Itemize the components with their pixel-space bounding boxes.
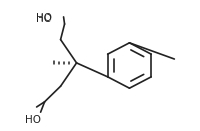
- Text: HO: HO: [36, 13, 52, 23]
- Text: HO: HO: [25, 115, 40, 125]
- Text: HO: HO: [35, 13, 51, 23]
- Text: HO: HO: [35, 14, 51, 24]
